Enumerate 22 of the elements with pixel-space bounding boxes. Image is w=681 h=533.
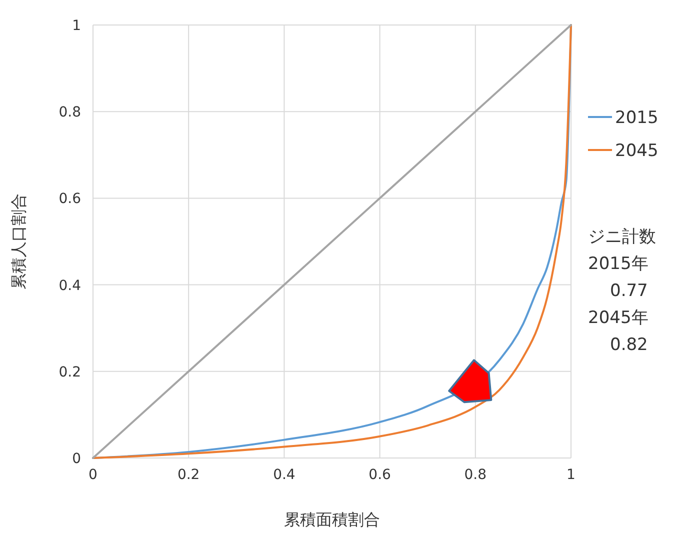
y-tick-label: 0.2: [58, 364, 81, 380]
legend-label: 2045: [615, 141, 658, 161]
y-tick-label: 0.8: [58, 104, 81, 121]
y-tick-label: 1: [72, 18, 81, 34]
x-tick-label: 0.2: [177, 467, 200, 483]
y-tick-label: 0.6: [58, 191, 82, 208]
text: 0.82: [610, 335, 648, 355]
x-axis-title: 累積面積割合: [284, 510, 380, 529]
x-tick-label: 0: [88, 467, 98, 483]
y-tick-label: 0.4: [58, 278, 82, 294]
legend-label: 2015: [615, 108, 658, 128]
x-tick-label: 0.8: [464, 467, 487, 483]
x-tick-label: 1: [566, 467, 576, 483]
x-tick-label: 0.4: [273, 467, 296, 483]
y-tick-label: 0: [72, 451, 81, 467]
x-tick-label: 0.6: [368, 467, 392, 483]
text: 2015年: [588, 254, 648, 274]
y-axis-title: 累積人口割合: [9, 194, 28, 290]
text: 0.77: [610, 281, 648, 301]
text: ジニ計数: [588, 227, 656, 247]
text: 2045年: [588, 308, 648, 328]
line-series: [92, 24, 572, 459]
